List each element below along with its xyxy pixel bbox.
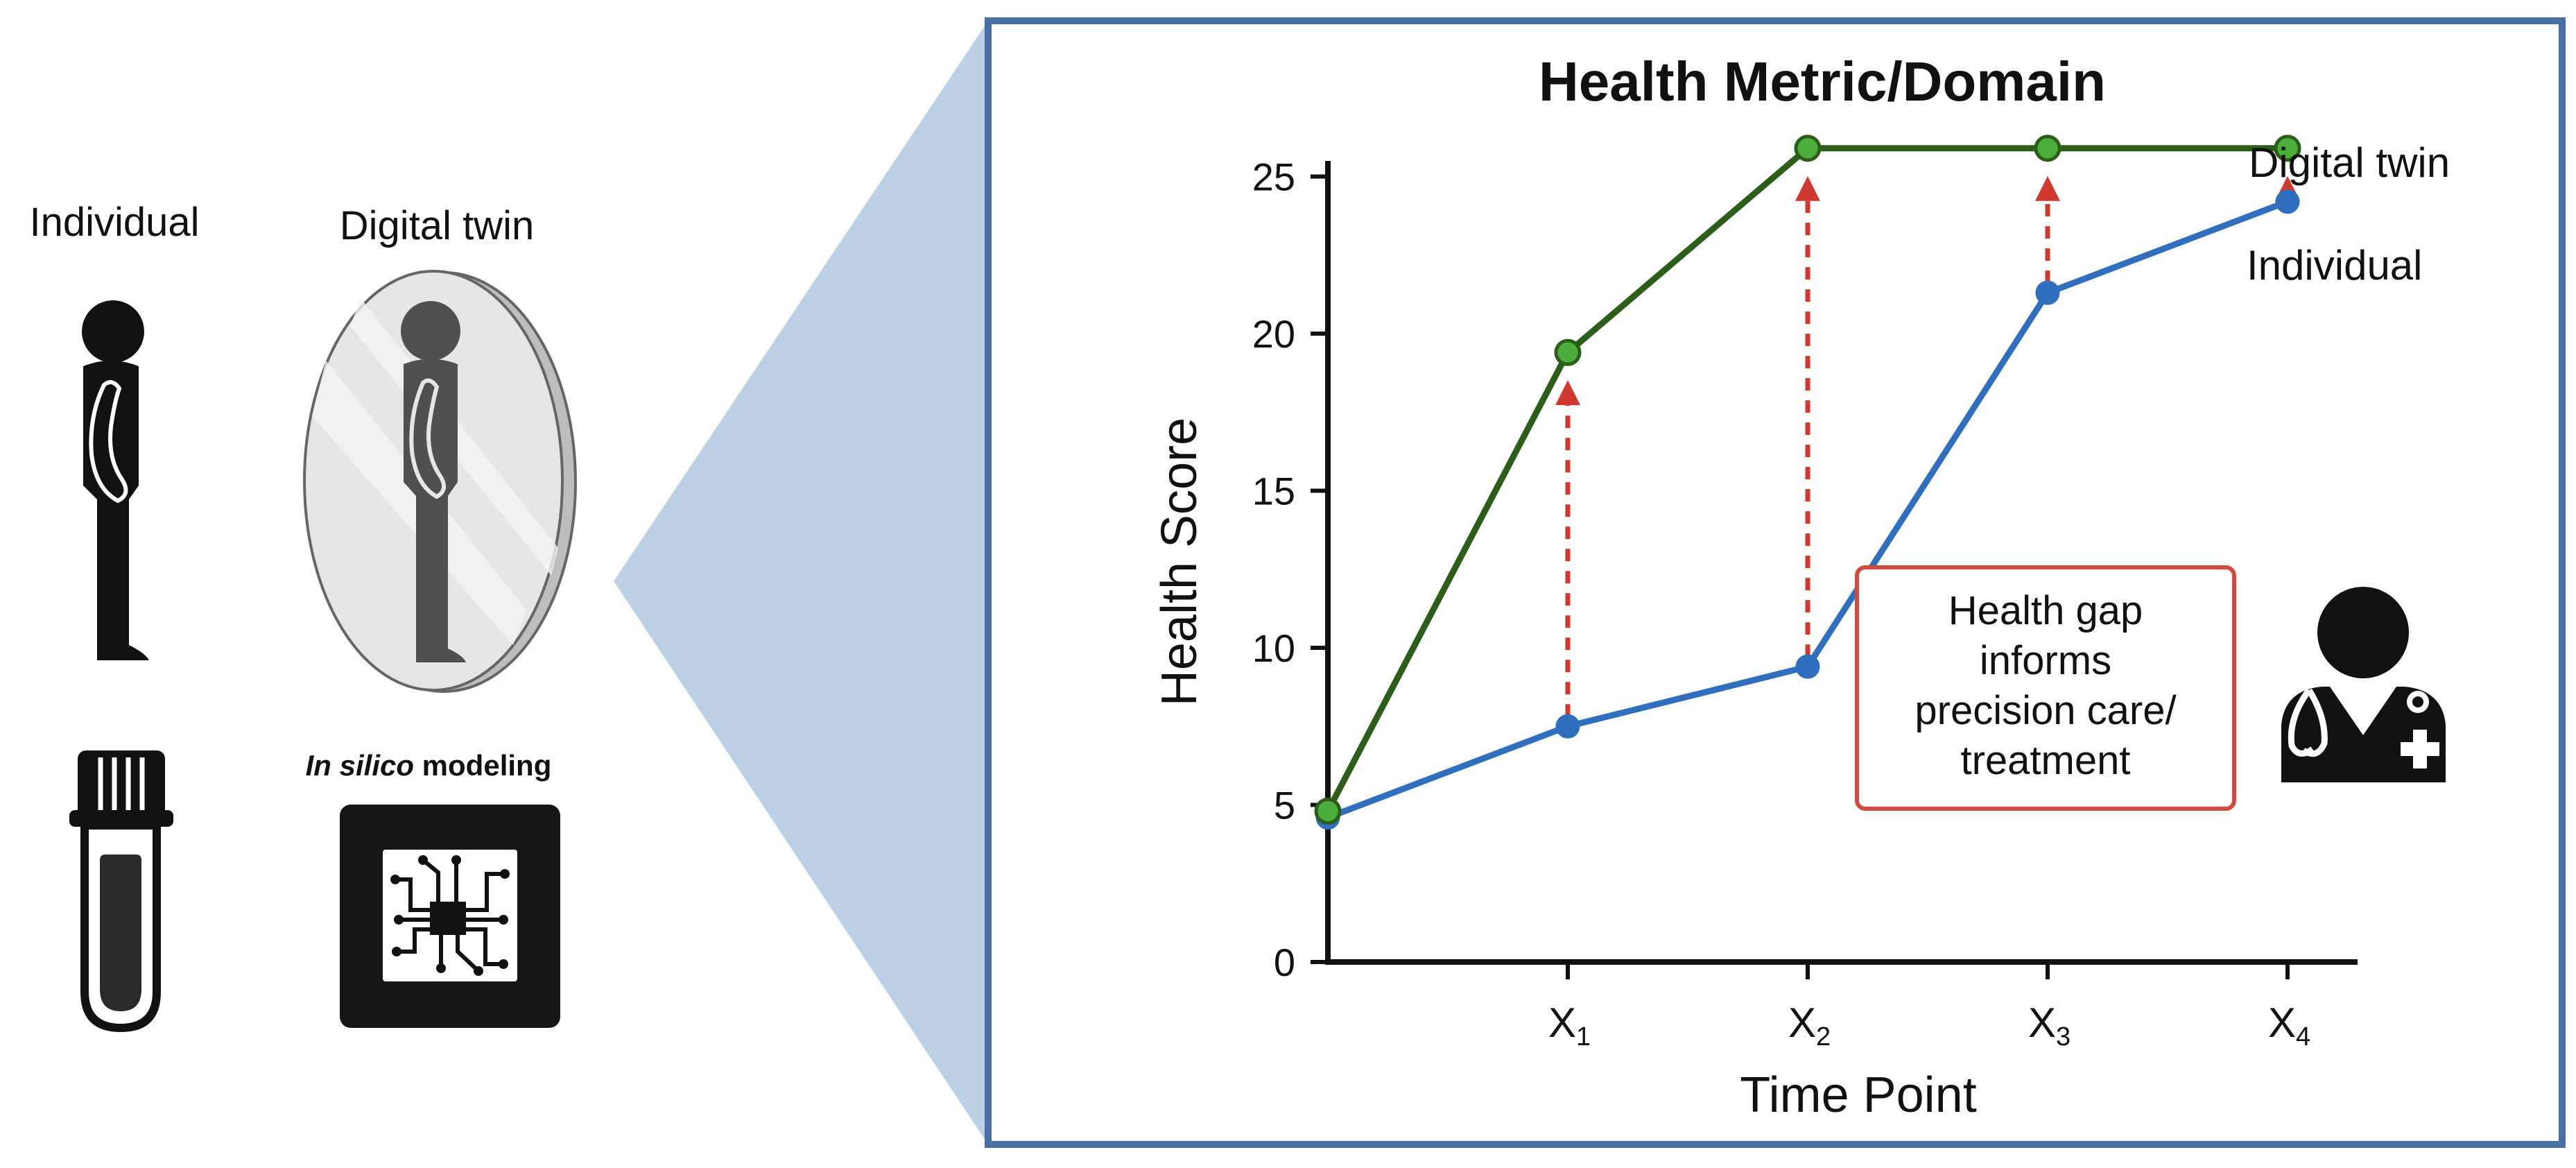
individual-point (2275, 189, 2300, 214)
callout-line-1: Health gap (1948, 588, 2143, 633)
x-tick-label: X4 (2268, 999, 2310, 1051)
individual-label: Individual (29, 200, 199, 245)
mirror-twin-icon (303, 270, 577, 693)
y-tick-label: 0 (1274, 941, 1295, 984)
chart-panel (985, 17, 2566, 1148)
x-tick-label: X1 (1548, 999, 1591, 1051)
gap-arrow-head (2035, 175, 2060, 201)
callout-line-4: treatment (1961, 738, 2131, 783)
zoom-wedge (614, 21, 988, 1144)
y-tick-label: 25 (1252, 155, 1295, 199)
callout-line-2: informs (1980, 638, 2111, 683)
person-icon (82, 300, 149, 660)
legend-digital-twin: Digital twin (2249, 139, 2450, 186)
test-tube-icon (69, 750, 173, 1032)
digital-twin-point (2034, 135, 2061, 162)
digital-twin-point (1554, 338, 1582, 366)
digital-twin-point (1314, 798, 1342, 825)
y-axis-title: Health Score (1152, 418, 1207, 706)
health-gap-callout (1855, 565, 2236, 811)
x-tick-label: X2 (1788, 999, 1831, 1051)
y-tick-label: 20 (1252, 312, 1295, 356)
doctor-icon (2281, 587, 2446, 782)
individual-point (2035, 280, 2060, 305)
circuit-chip-icon (340, 805, 560, 1028)
y-tick-label: 15 (1252, 470, 1295, 513)
x-tick-label: X3 (2028, 999, 2071, 1051)
digital-twin-point (2274, 135, 2301, 162)
digital-twin-label: Digital twin (340, 203, 534, 248)
legend-individual: Individual (2247, 242, 2423, 289)
y-tick-label: 5 (1274, 784, 1295, 827)
gap-arrow-head (1795, 175, 1820, 201)
digital-twin-point (1794, 135, 1822, 162)
callout-line-3: precision care/ (1914, 688, 2177, 733)
individual-point (1795, 654, 1820, 679)
x-axis-title: Time Point (1740, 1067, 1976, 1123)
gap-arrow-head (1555, 380, 1580, 406)
in-silico-label: In silico modeling (306, 749, 552, 782)
chart-title: Health Metric/Domain (1539, 51, 2106, 112)
y-tick-label: 10 (1252, 626, 1295, 670)
individual-point (1555, 714, 1580, 739)
